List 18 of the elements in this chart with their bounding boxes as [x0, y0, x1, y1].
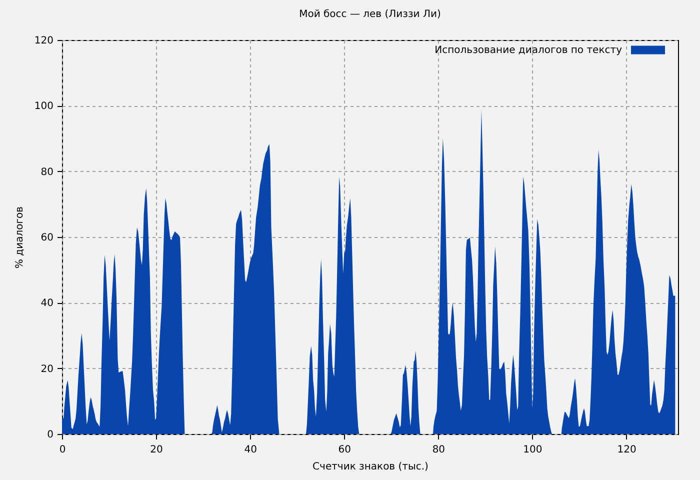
y-tick-label: 20: [40, 364, 54, 375]
x-tick-label: 0: [59, 444, 66, 456]
x-tick-label: 20: [150, 444, 163, 456]
x-axis-title: Счетчик знаков (тыс.): [312, 462, 429, 472]
y-tick-label: 60: [40, 232, 54, 244]
chart-title: Мой босс — лев (Лиззи Ли): [299, 9, 442, 20]
y-tick-label: 120: [34, 36, 54, 46]
y-axis-title: % диалогов: [14, 206, 26, 268]
legend-label: Использование диалогов по тексту: [434, 45, 622, 56]
x-tick-label: 60: [338, 444, 352, 456]
y-tick-label: 0: [47, 430, 54, 440]
x-tick-label: 100: [523, 444, 542, 456]
y-tick-label: 40: [40, 298, 54, 310]
x-tick-label: 80: [432, 444, 446, 456]
y-tick-label: 100: [34, 101, 54, 112]
x-tick-label: 40: [244, 444, 257, 456]
x-tick-label: 120: [617, 444, 636, 456]
y-tick-label: 80: [40, 166, 54, 178]
